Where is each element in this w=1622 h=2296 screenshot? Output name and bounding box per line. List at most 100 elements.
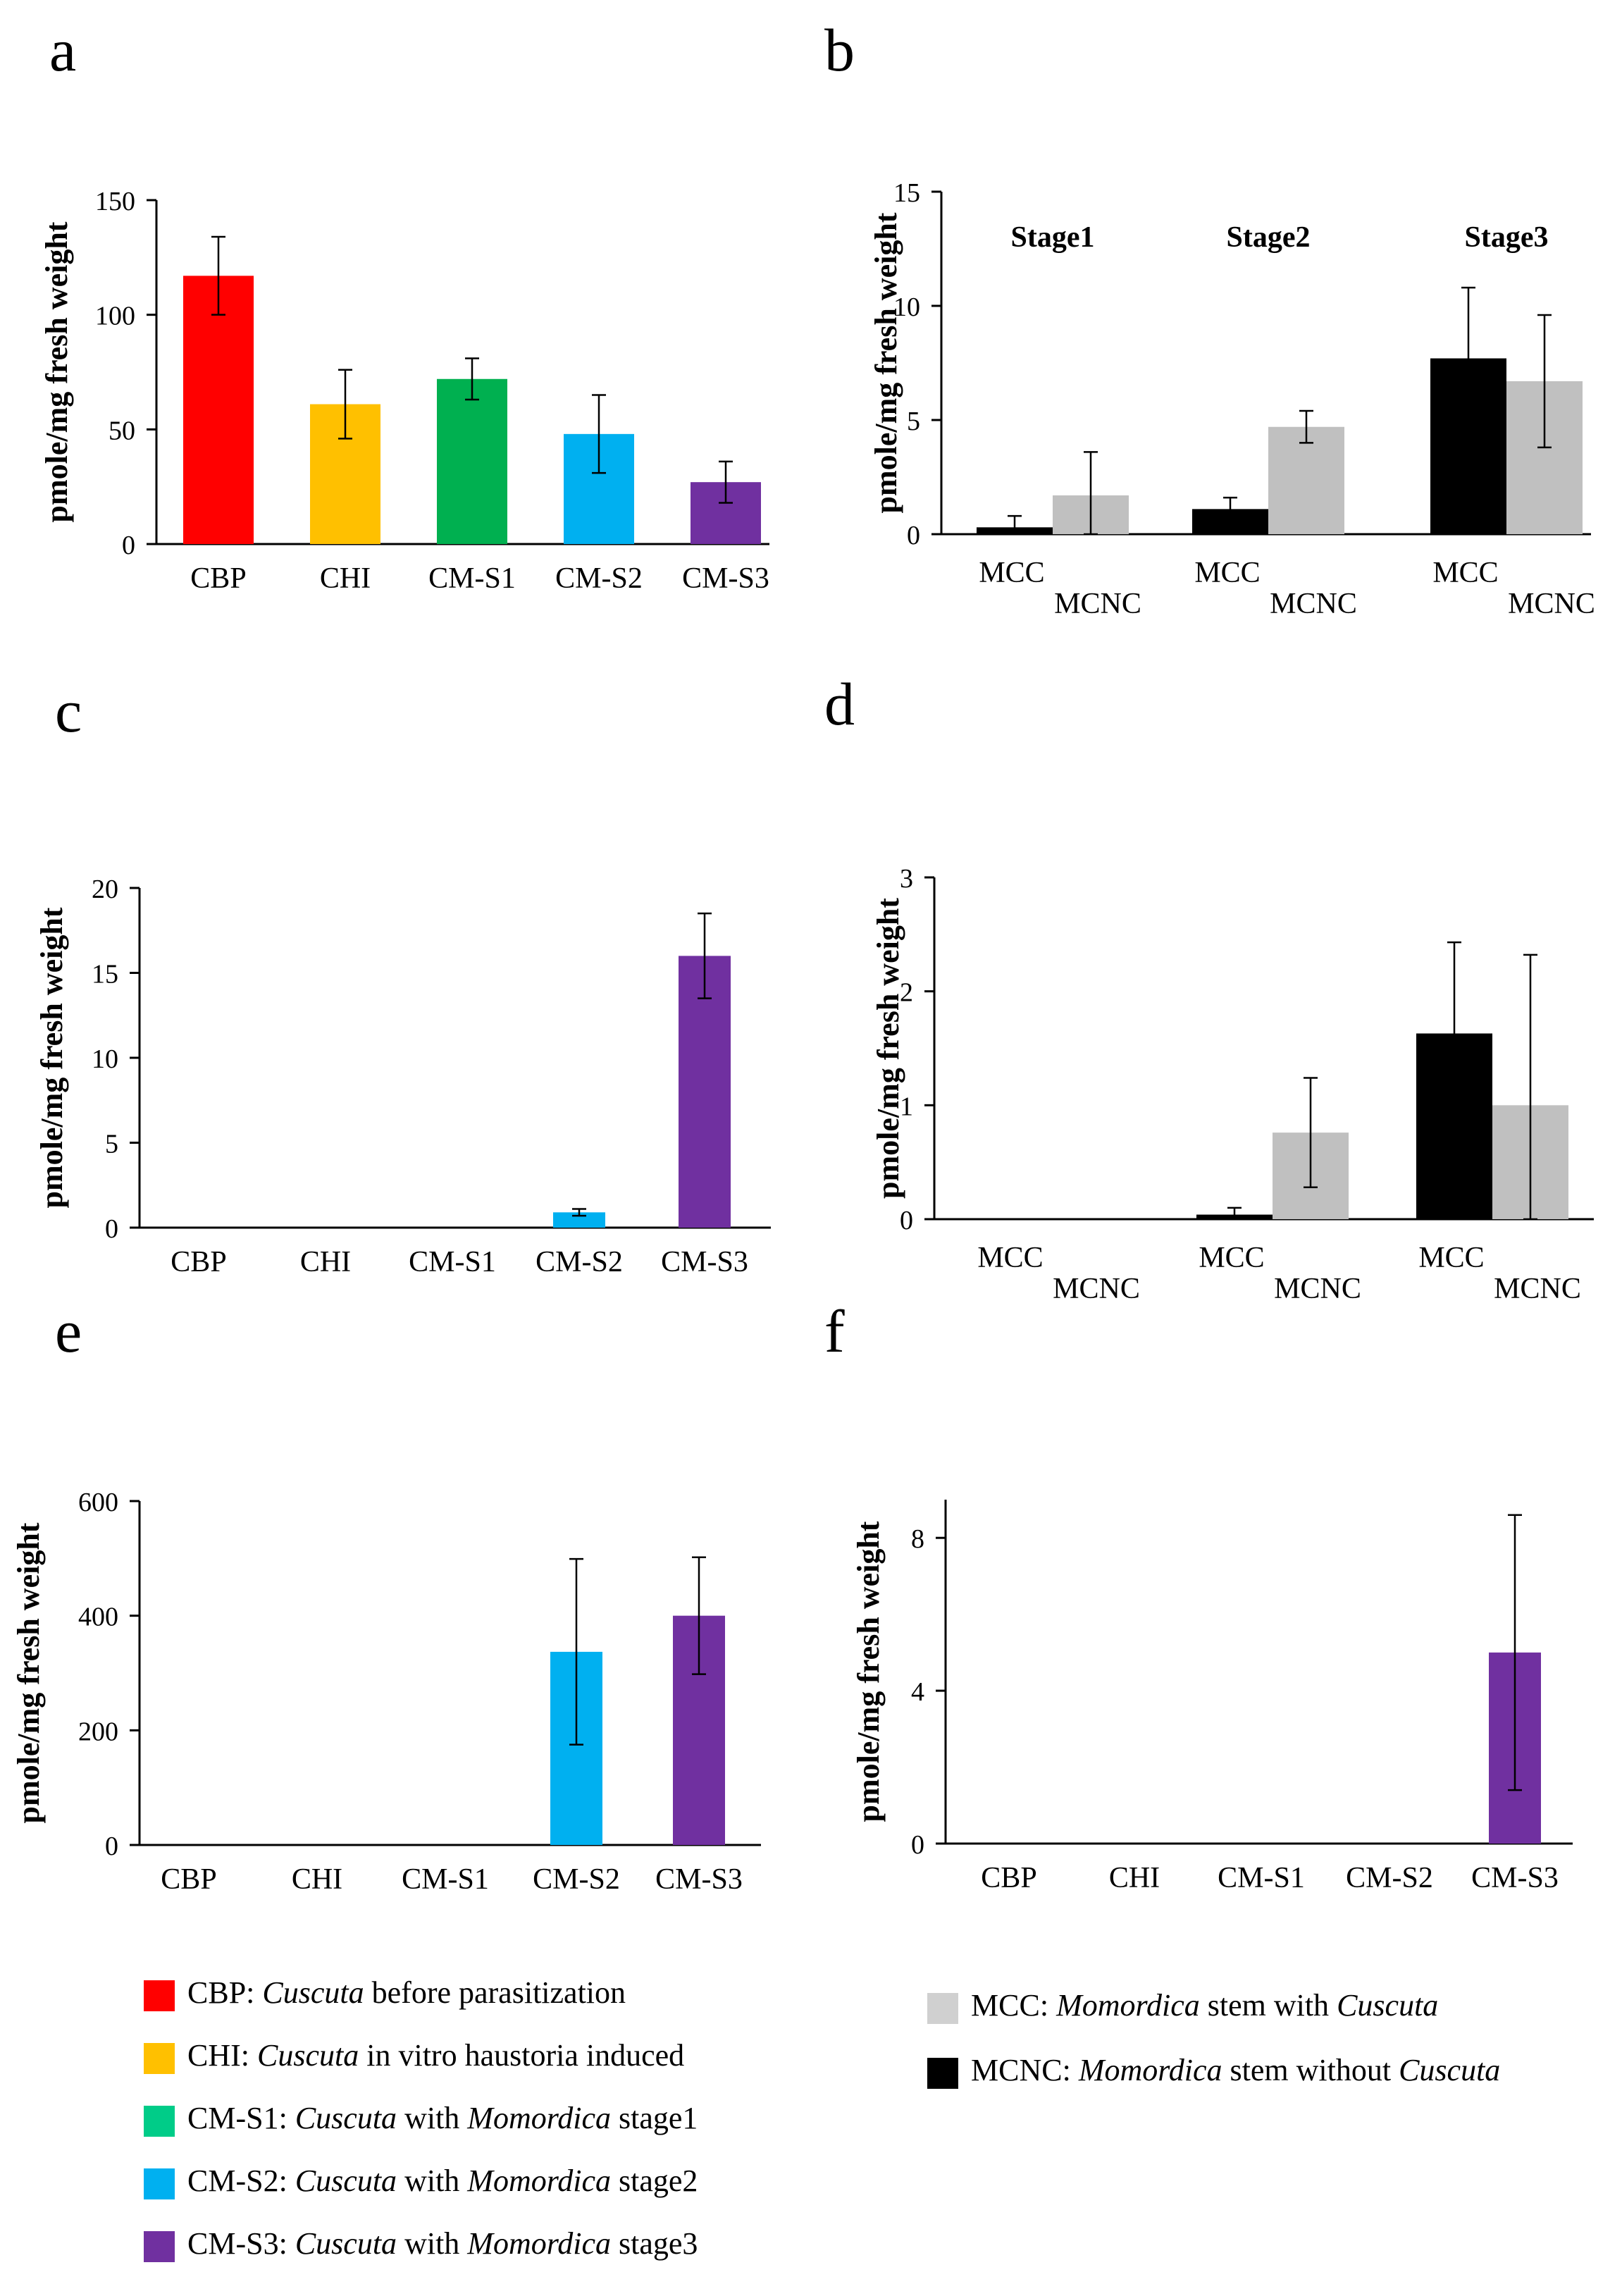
legend-tail: stage2 — [610, 2164, 698, 2198]
c-y-tick-label-1: 5 — [105, 1130, 118, 1159]
legend-right: MCC: Momordica stem with Cuscuta MCNC: Mo… — [927, 1986, 1597, 2099]
legend-mid: with — [397, 2226, 468, 2261]
legend-text-MCC: MCC: Momordica stem with Cuscuta — [971, 1986, 1438, 2025]
a-x-tick-label-CM-S2: CM-S2 — [555, 562, 643, 595]
legend-abbr: CBP — [187, 1975, 247, 2010]
legend-abbr: CM-S3 — [187, 2226, 279, 2261]
legend-tail: stage3 — [610, 2226, 698, 2261]
c-y-axis-label: pmole/mg fresh weight — [35, 907, 69, 1208]
e-y-tick-label-3: 600 — [78, 1488, 118, 1517]
e-y-tick-label-1: 200 — [78, 1717, 118, 1746]
legend-text-CM-S1: CM-S1: Cuscuta with Momordica stage1 — [187, 2099, 698, 2138]
legend-abbr: CHI — [187, 2038, 241, 2073]
legend-genus: Cuscuta — [257, 2038, 359, 2073]
a-y-tick-label-2: 100 — [95, 302, 135, 331]
f-x-tick-label-CHI: CHI — [1109, 1862, 1160, 1894]
b-x-label-MCNC-2: MCNC — [1270, 588, 1357, 620]
c-bar-CM-S2 — [553, 1212, 605, 1228]
panel-e: 0 200 400 600 pmole/mg fresh weight e CBP CHI CM… — [11, 1297, 761, 1896]
e-x-tick-label-CM-S2: CM-S2 — [533, 1863, 620, 1896]
b-y-tick-label-1: 5 — [907, 407, 920, 436]
d-x-label-MCNC-3: MCNC — [1494, 1273, 1581, 1305]
legend-sep: : — [278, 2226, 295, 2261]
b-x-label-MCNC-3: MCNC — [1508, 588, 1595, 620]
d-y-tick-label-1: 1 — [900, 1092, 913, 1121]
f-x-tick-label-CBP: CBP — [981, 1862, 1036, 1894]
b-y-tick-label-2: 10 — [893, 292, 920, 322]
d-y-tick-label-3: 3 — [900, 864, 913, 894]
f-panel-letter: f — [824, 1297, 845, 1365]
a-bar-CBP — [183, 276, 254, 544]
e-panel-letter: e — [55, 1297, 82, 1365]
a-x-tick-label-CM-S3: CM-S3 — [682, 562, 769, 595]
b-group-label-2: Stage2 — [1227, 221, 1311, 254]
legend-swatch-MCC — [927, 1993, 958, 2024]
a-x-tick-label-CHI: CHI — [320, 562, 371, 595]
legend-text-CM-S2: CM-S2: Cuscuta with Momordica stage2 — [187, 2161, 698, 2201]
legend-swatch-MCNC — [927, 2058, 958, 2089]
b-bar-MCC-2 — [1268, 426, 1344, 534]
legend-host: Momordica — [467, 2226, 611, 2261]
d-y-axis-label: pmole/mg fresh weight — [871, 898, 905, 1199]
legend-text-MCNC: MCNC: Momordica stem without Cuscuta — [971, 2051, 1500, 2090]
a-y-tick-label-1: 50 — [109, 416, 135, 445]
c-y-tick-label-3: 15 — [92, 960, 118, 989]
legend-swatch-CM-S2 — [144, 2168, 175, 2199]
f-x-tick-label-CM-S3: CM-S3 — [1471, 1862, 1559, 1894]
e-x-tick-label-CBP: CBP — [161, 1863, 216, 1896]
c-x-tick-label-CM-S2: CM-S2 — [535, 1246, 623, 1278]
legend-sep: : — [246, 1975, 263, 2010]
b-y-tick-label-0: 0 — [907, 521, 920, 550]
a-panel-letter: a — [49, 16, 76, 84]
f-x-tick-label-CM-S1: CM-S1 — [1218, 1862, 1305, 1894]
panel-a: 0 50 100 150 pmole/mg fresh weight a CBP CHI CM-… — [39, 16, 769, 595]
legend-sep: : — [1062, 2053, 1079, 2087]
legend-mid: stem with — [1199, 1988, 1337, 2023]
panel-f: 0 4 8 pmole/mg fresh weight f CBP CHI CM-S1 CM-S… — [824, 1297, 1573, 1894]
d-x-label-MCNC-1: MCNC — [1053, 1273, 1140, 1305]
c-y-tick-label-4: 20 — [92, 875, 118, 904]
f-y-tick-label-2: 8 — [911, 1524, 924, 1554]
b-panel-letter: b — [824, 16, 855, 84]
c-x-tick-label-CM-S3: CM-S3 — [661, 1246, 748, 1278]
d-x-label-MCC-1: MCC — [977, 1242, 1043, 1274]
legend-swatch-CM-S3 — [144, 2231, 175, 2262]
d-panel-letter: d — [824, 670, 855, 738]
a-y-axis-label: pmole/mg fresh weight — [39, 221, 74, 522]
f-y-tick-label-1: 4 — [911, 1677, 924, 1707]
legend-genus: Momordica — [1056, 1988, 1200, 2023]
legend-mid: with — [397, 2164, 468, 2198]
c-x-tick-label-CBP: CBP — [171, 1246, 226, 1278]
legend-sep: : — [278, 2164, 295, 2198]
e-y-tick-label-2: 400 — [78, 1603, 118, 1632]
legend-text-CHI: CHI: Cuscuta in vitro haustoria induced — [187, 2036, 684, 2075]
c-x-tick-label-CHI: CHI — [300, 1246, 351, 1278]
e-y-tick-label-0: 0 — [105, 1832, 118, 1861]
legend-host: Momordica — [467, 2164, 611, 2198]
legend-abbr: MCNC — [971, 2053, 1063, 2087]
legend-genus: Momordica — [1078, 2053, 1222, 2087]
legend-sep: : — [1039, 1988, 1057, 2023]
e-x-tick-label-CM-S3: CM-S3 — [655, 1863, 743, 1896]
b-y-tick-label-3: 15 — [893, 178, 920, 208]
legend-genus: Cuscuta — [262, 1975, 364, 2010]
panel-c: 0 5 10 15 20 pmole/mg fresh weight c CBP CHI CM-S… — [35, 677, 771, 1278]
b-group-label-1: Stage1 — [1011, 221, 1095, 254]
legend-sep: : — [240, 2038, 258, 2073]
c-y-tick-label-2: 10 — [92, 1044, 118, 1074]
legend-host: Momordica — [467, 2101, 611, 2135]
legend-swatch-CHI — [144, 2043, 175, 2074]
legend-mid: with — [397, 2101, 468, 2135]
legend-host: Cuscuta — [1399, 2053, 1501, 2087]
b-x-label-MCC-2: MCC — [1194, 557, 1260, 589]
a-x-tick-label-CBP: CBP — [190, 562, 246, 595]
legend-abbr: CM-S1 — [187, 2101, 279, 2135]
c-x-tick-label-CM-S1: CM-S1 — [409, 1246, 496, 1278]
d-x-label-MCC-2: MCC — [1199, 1242, 1264, 1274]
f-y-tick-label-0: 0 — [911, 1830, 924, 1860]
legend-swatch-CM-S1 — [144, 2106, 175, 2137]
f-y-axis-label: pmole/mg fresh weight — [851, 1521, 886, 1822]
legend-left: CBP: Cuscuta before parasitization CHI: C… — [144, 1973, 778, 2290]
legend-tail: stage1 — [610, 2101, 698, 2135]
legend-abbr: CM-S2 — [187, 2164, 279, 2198]
